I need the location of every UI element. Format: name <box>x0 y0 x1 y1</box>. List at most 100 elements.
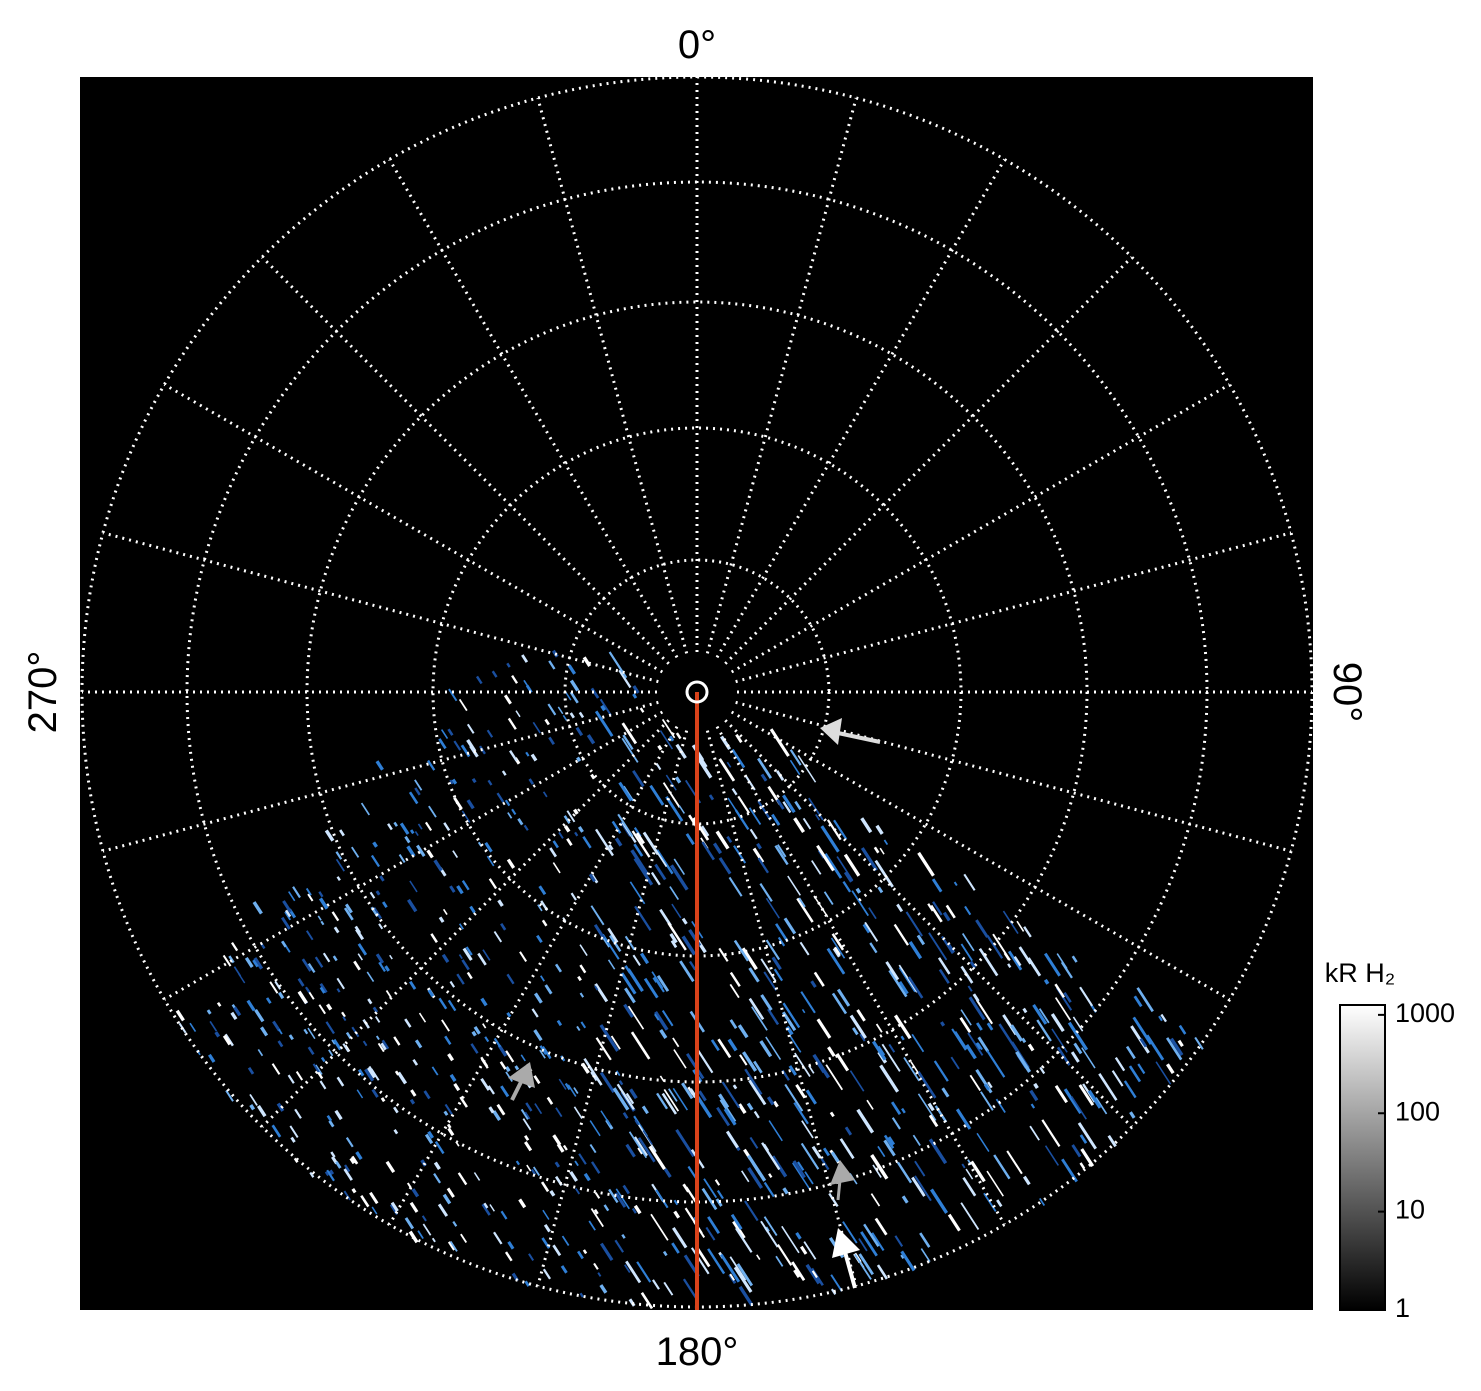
emission-streak <box>741 947 758 971</box>
emission-streak <box>1013 955 1022 967</box>
emission-streak <box>599 1071 616 1094</box>
emission-streak <box>536 934 543 944</box>
emission-streak <box>919 1232 931 1248</box>
emission-streak <box>620 972 637 995</box>
emission-streak <box>941 1087 950 1098</box>
grid-spoke <box>730 383 1231 674</box>
emission-streak <box>351 1155 359 1165</box>
emission-streak <box>855 887 862 894</box>
emission-streak <box>318 897 329 910</box>
emission-streak <box>1133 995 1143 1008</box>
emission-streak <box>1067 1021 1089 1051</box>
emission-streak <box>607 959 616 970</box>
emission-streak <box>856 1009 866 1022</box>
emission-streak <box>901 1107 906 1114</box>
emission-streak <box>331 1039 336 1045</box>
emission-streak <box>541 1237 551 1249</box>
emission-streak <box>539 1049 546 1059</box>
emission-streak <box>730 1213 743 1230</box>
grid-spoke <box>536 97 689 654</box>
emission-streak <box>343 1190 351 1201</box>
emission-streak <box>1072 1016 1084 1032</box>
emission-streak <box>872 1164 882 1178</box>
label-bottom: 180° <box>656 1330 739 1374</box>
emission-streak <box>678 805 685 814</box>
emission-streak <box>816 1018 832 1039</box>
emission-streak <box>649 784 665 806</box>
emission-streak <box>968 996 986 1021</box>
emission-streak <box>222 954 232 967</box>
emission-streak <box>905 911 923 937</box>
emission-streak <box>448 688 458 702</box>
emission-streak <box>659 1075 665 1082</box>
emission-streak <box>573 1087 579 1094</box>
emission-streak <box>1087 1089 1102 1109</box>
emission-streak <box>214 1031 221 1038</box>
emission-streak <box>844 1126 853 1136</box>
emission-streak <box>491 670 498 678</box>
emission-streak <box>576 756 582 763</box>
emission-streak <box>801 1120 814 1139</box>
emission-streak <box>1063 1088 1082 1115</box>
emission-streak <box>1077 1122 1097 1150</box>
emission-streak <box>629 1088 638 1100</box>
emission-streak <box>881 1043 901 1072</box>
emission-streak <box>487 779 493 786</box>
emission-streak <box>1021 1037 1027 1044</box>
emission-streak <box>874 859 894 888</box>
emission-streak <box>362 1040 368 1047</box>
emission-streak <box>927 1102 935 1112</box>
emission-streak <box>632 954 641 966</box>
emission-streak <box>458 954 463 960</box>
colorbar-tick-label: 1 <box>1395 1293 1410 1323</box>
emission-streak <box>804 1171 814 1185</box>
emission-streak <box>964 905 972 916</box>
emission-streak <box>667 922 687 951</box>
emission-streak <box>533 1029 543 1042</box>
emission-streak <box>397 1071 408 1085</box>
emission-streak <box>631 830 651 858</box>
emission-streak <box>655 762 662 771</box>
emission-streak <box>648 840 668 868</box>
emission-streak <box>765 939 781 961</box>
label-top: 0° <box>678 23 716 67</box>
emission-streak <box>599 1024 620 1052</box>
emission-streak <box>800 991 816 1014</box>
emission-streak <box>505 1050 515 1063</box>
emission-streak <box>701 825 710 837</box>
emission-streak <box>615 1188 630 1210</box>
emission-streak <box>652 1279 660 1290</box>
emission-streak <box>281 940 287 948</box>
emission-streak <box>740 1170 750 1183</box>
emission-streak <box>393 1106 399 1114</box>
emission-streak <box>965 1044 977 1060</box>
emission-streak <box>907 976 924 999</box>
emission-streak <box>312 1063 320 1073</box>
emission-streak <box>760 958 777 982</box>
emission-streak <box>614 1192 627 1208</box>
emission-streak <box>381 1039 390 1050</box>
emission-streak <box>623 1003 634 1018</box>
emission-streak <box>679 960 695 983</box>
emission-streak <box>247 1066 255 1075</box>
emission-streak <box>554 963 563 973</box>
emission-streak <box>520 1108 529 1120</box>
emission-streak <box>656 975 670 992</box>
emission-streak <box>456 973 465 985</box>
emission-streak <box>453 740 462 751</box>
emission-streak <box>829 1111 835 1118</box>
emission-streak <box>336 988 341 993</box>
emission-streak <box>633 857 654 886</box>
emission-streak <box>231 941 239 952</box>
emission-streak <box>511 808 517 815</box>
emission-streak <box>810 980 817 988</box>
emission-streak <box>624 1264 631 1274</box>
emission-streak <box>633 1204 642 1215</box>
emission-streak <box>951 1028 967 1051</box>
emission-streak <box>698 1090 707 1102</box>
emission-streak <box>747 1154 767 1182</box>
emission-streak <box>1158 1015 1163 1022</box>
emission-streak <box>618 1080 624 1086</box>
emission-streak <box>800 1142 820 1170</box>
emission-streak <box>864 921 879 942</box>
